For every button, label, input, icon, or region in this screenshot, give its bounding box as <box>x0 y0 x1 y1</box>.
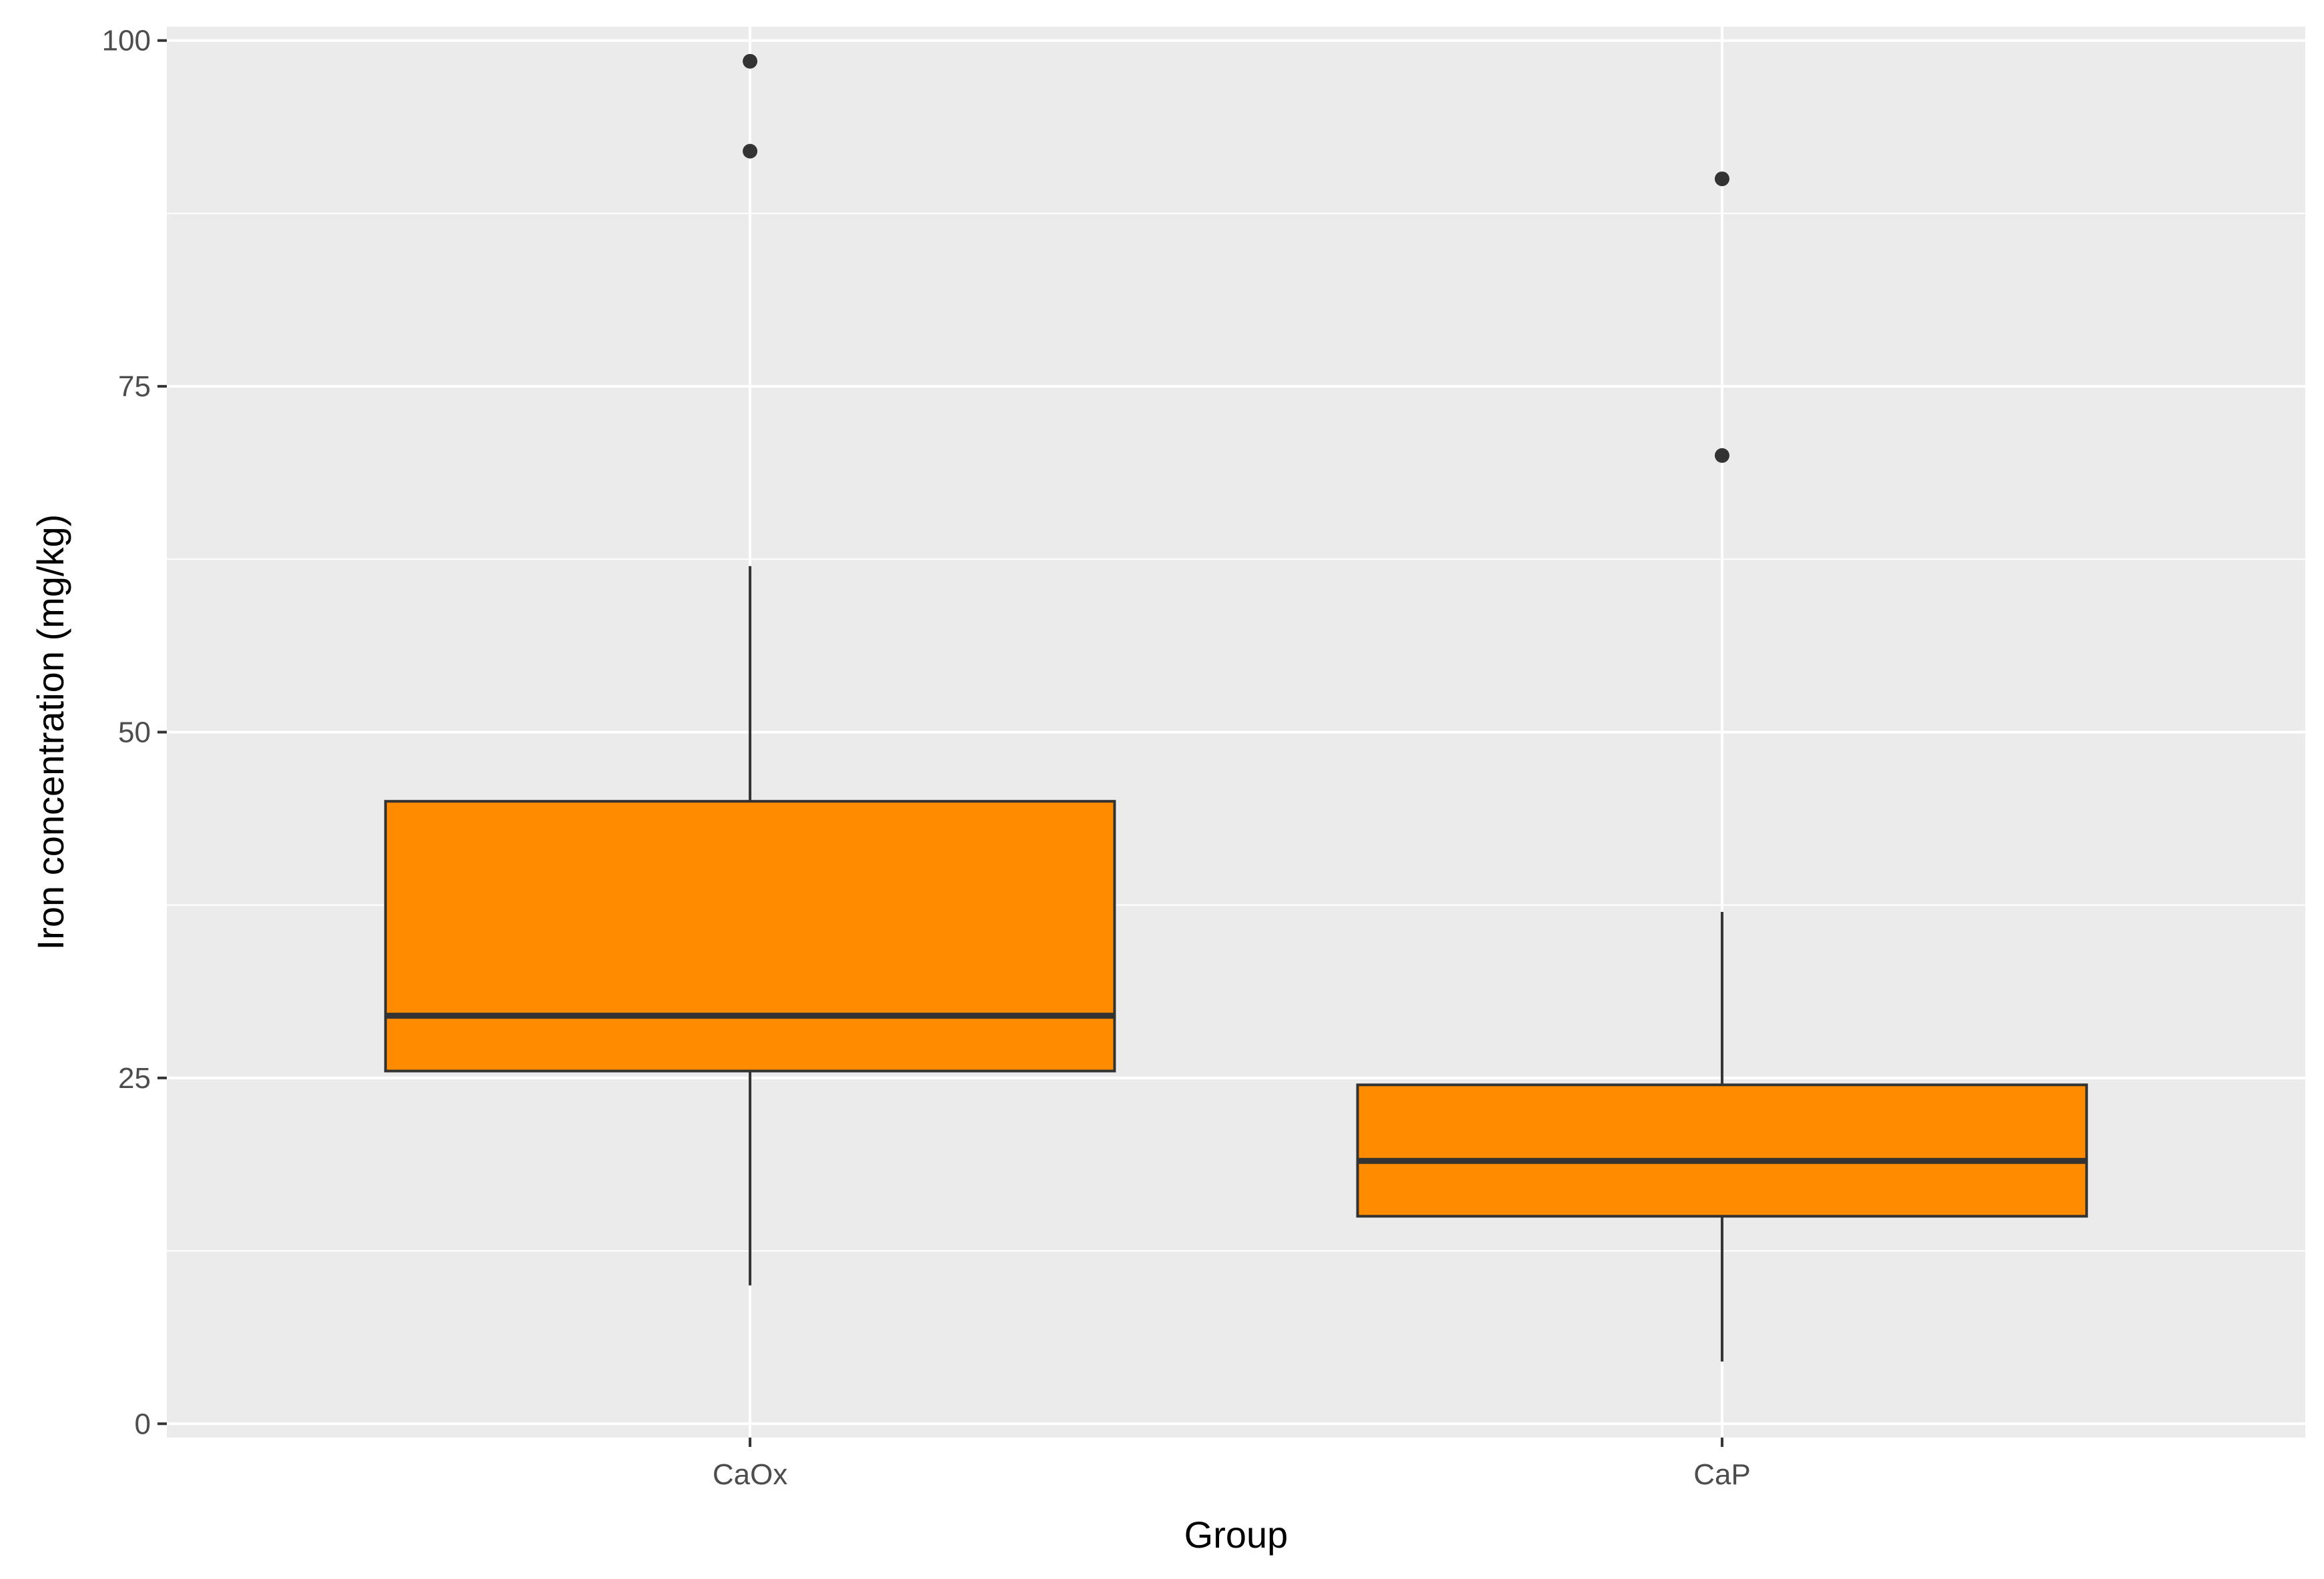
outlier-point <box>1714 448 1729 463</box>
x-axis-title: Group <box>1184 1514 1288 1556</box>
y-axis-title: Iron concentration (mg/kg) <box>29 514 71 951</box>
y-tick-label: 50 <box>118 716 151 749</box>
outlier-point <box>1714 171 1729 187</box>
y-tick-label: 75 <box>118 370 151 403</box>
axes: 0 25 50 75 100 CaOx CaP <box>102 25 1751 1491</box>
x-tick-label: CaP <box>1693 1458 1751 1491</box>
y-tick-label: 0 <box>135 1408 151 1440</box>
x-tick-label: CaOx <box>713 1458 787 1491</box>
y-tick-label: 100 <box>102 25 151 57</box>
box-series <box>384 53 2088 1362</box>
y-tick-label: 25 <box>118 1062 151 1095</box>
iqr-box <box>1356 1083 2088 1218</box>
iqr-box <box>384 800 1116 1073</box>
outlier-point <box>743 143 758 159</box>
box-cap <box>1356 171 2088 1362</box>
box-caox <box>384 53 1116 1285</box>
outlier-point <box>743 53 758 69</box>
